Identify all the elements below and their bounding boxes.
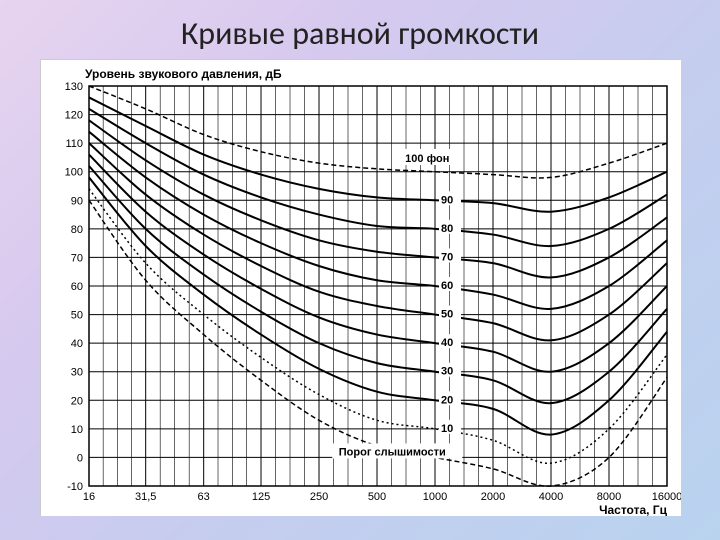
svg-text:110: 110 [65, 138, 83, 150]
svg-text:0: 0 [77, 452, 83, 464]
chart-container: -10 0 10 20 30 40 50 60 70 80 90 100 110 120 130 16 31,5… [40, 59, 680, 515]
svg-text:500: 500 [368, 491, 386, 503]
svg-text:10: 10 [71, 424, 83, 436]
svg-text:50: 50 [71, 310, 83, 322]
svg-text:10: 10 [441, 423, 453, 435]
svg-text:250: 250 [310, 491, 328, 503]
svg-text:60: 60 [71, 281, 83, 293]
svg-text:Частота, Гц: Частота, Гц [599, 503, 668, 516]
svg-text:30: 30 [71, 367, 83, 379]
slide-title: Кривые равной громкости [0, 14, 720, 53]
svg-text:2000: 2000 [481, 491, 505, 503]
svg-text:20: 20 [71, 395, 83, 407]
svg-text:125: 125 [252, 491, 270, 503]
svg-text:16: 16 [83, 491, 95, 503]
svg-text:80: 80 [441, 223, 453, 235]
svg-text:70: 70 [71, 252, 83, 264]
svg-text:30: 30 [441, 366, 453, 378]
svg-text:31,5: 31,5 [135, 491, 156, 503]
svg-text:63: 63 [198, 491, 210, 503]
svg-text:40: 40 [71, 338, 83, 350]
svg-text:70: 70 [441, 251, 453, 263]
svg-text:Уровень звукового давления, дБ: Уровень звукового давления, дБ [85, 67, 282, 81]
svg-text:60: 60 [441, 280, 453, 292]
slide: Кривые равной громкости -10 0 10 20 30 40 50 60… [0, 0, 720, 540]
svg-text:40: 40 [441, 337, 453, 349]
svg-text:4000: 4000 [539, 491, 563, 503]
svg-text:100: 100 [65, 167, 83, 179]
svg-text:50: 50 [441, 309, 453, 321]
equal-loudness-chart: -10 0 10 20 30 40 50 60 70 80 90 100 110 120 130 16 31,5… [41, 60, 681, 516]
svg-text:130: 130 [65, 81, 83, 93]
svg-text:1000: 1000 [423, 491, 447, 503]
svg-text:90: 90 [441, 194, 453, 206]
svg-text:-10: -10 [67, 481, 83, 493]
svg-text:16000: 16000 [652, 491, 681, 503]
svg-text:100 фон: 100 фон [405, 153, 449, 165]
svg-text:20: 20 [441, 394, 453, 406]
svg-text:8000: 8000 [597, 491, 621, 503]
svg-text:120: 120 [65, 110, 83, 122]
svg-text:80: 80 [71, 224, 83, 236]
svg-text:Порог слышимости: Порог слышимости [339, 446, 446, 458]
svg-text:90: 90 [71, 195, 83, 207]
